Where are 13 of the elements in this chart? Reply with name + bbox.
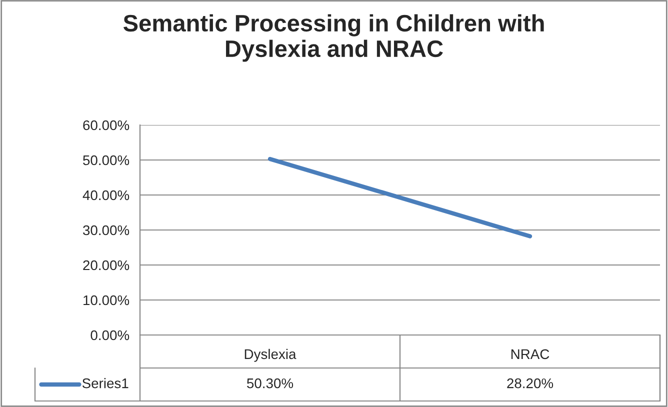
x-tick-label: Dyslexia xyxy=(244,348,296,362)
data-label: 50.30% xyxy=(247,378,294,388)
legend-label: Series1 xyxy=(82,378,128,388)
data-label: 28.20% xyxy=(507,378,554,388)
y-tick-label: 60.00% xyxy=(83,120,130,130)
y-tick-label: 50.00% xyxy=(83,155,130,166)
y-tick-label: 30.00% xyxy=(83,225,130,236)
y-tick-label: 20.00% xyxy=(83,260,130,270)
chart-title: Semantic Processing in Children with Dyslexia and NRAC xyxy=(123,14,544,62)
y-tick-label: 40.00% xyxy=(82,190,130,200)
y-tick-label: 10.00% xyxy=(84,295,130,306)
x-tick-label: NRAC xyxy=(511,349,550,360)
y-tick-label: 0.00% xyxy=(90,330,130,340)
